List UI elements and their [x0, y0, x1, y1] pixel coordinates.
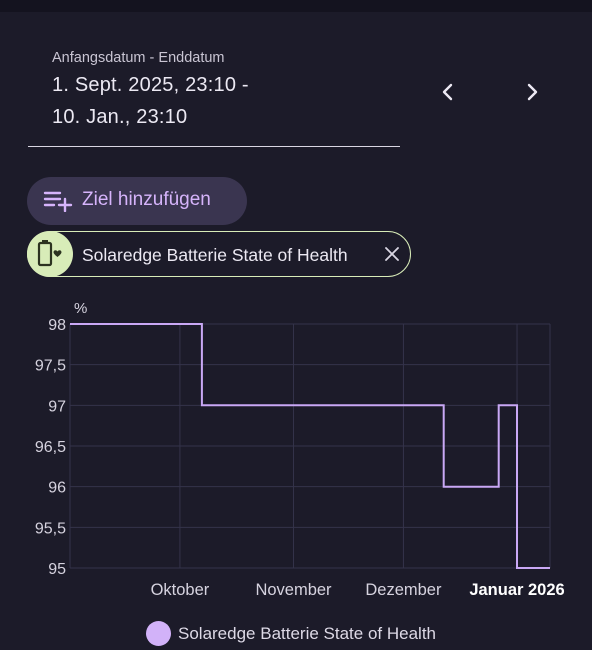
- y-tick-label: 96: [48, 480, 66, 497]
- legend-swatch: [146, 621, 171, 646]
- y-tick-label: 97: [48, 398, 66, 415]
- x-tick-label: Oktober: [151, 581, 210, 599]
- series-line: [70, 323, 550, 569]
- previous-period-button[interactable]: [430, 74, 466, 110]
- date-range-label: Anfangsdatum - Enddatum: [52, 50, 225, 66]
- next-period-button[interactable]: [514, 74, 550, 110]
- series-chip-label: Solaredge Batterie State of Health: [82, 245, 348, 265]
- y-tick-label: 95,5: [35, 520, 66, 537]
- chevron-right-icon: [527, 83, 538, 101]
- chevron-left-icon: [442, 83, 453, 101]
- y-tick-label: 97,5: [35, 358, 66, 375]
- x-tick-label: Januar 2026: [469, 581, 564, 599]
- legend-label: Solaredge Batterie State of Health: [178, 623, 436, 643]
- y-tick-label: 98: [48, 317, 66, 334]
- battery-heart-icon: [26, 230, 73, 277]
- date-range-end: 10. Jan., 23:10: [52, 106, 188, 128]
- y-tick-label: 96,5: [35, 439, 66, 456]
- x-tick-label: Dezember: [365, 581, 442, 599]
- state-of-health-chart: 98 97,5 97 96,5 96 95,5 95 Oktober November Dezem…: [35, 300, 565, 599]
- top-bar: [0, 0, 592, 12]
- chart-legend[interactable]: Solaredge Batterie State of Health: [146, 621, 436, 646]
- y-tick-label: 95: [48, 561, 66, 578]
- date-range-start: 1. Sept. 2025, 23:10 -: [52, 74, 249, 96]
- add-target-label: Ziel hinzufügen: [82, 189, 211, 210]
- playlist-add-icon: [43, 191, 73, 212]
- date-range-field[interactable]: Anfangsdatum - Enddatum 1. Sept. 2025, 2…: [28, 44, 400, 147]
- x-tick-label: November: [255, 581, 332, 599]
- close-icon[interactable]: [382, 244, 402, 264]
- y-axis-label: %: [74, 300, 87, 317]
- add-target-button[interactable]: Ziel hinzufügen: [27, 177, 247, 225]
- series-chip[interactable]: Solaredge Batterie State of Health: [26, 230, 411, 277]
